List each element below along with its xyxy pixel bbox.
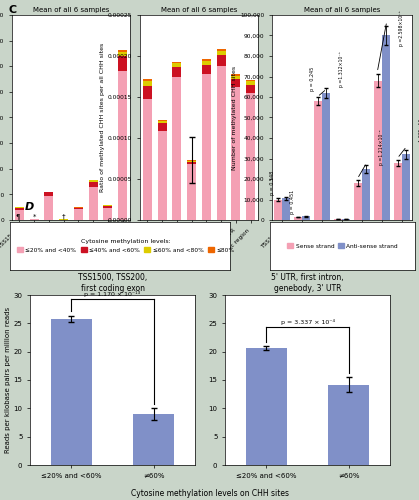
Bar [133, 414, 174, 465]
Bar [246, 348, 287, 465]
Text: p = 3.337 × 10⁻⁴: p = 3.337 × 10⁻⁴ [280, 319, 334, 325]
Bar [118, 56, 127, 72]
Bar [302, 216, 310, 220]
Bar [89, 186, 98, 220]
Bar [74, 208, 83, 209]
Legend: ≤20% and <40%, ≤40% and <60%, ≤60% and <80%, ≤80%: ≤20% and <40%, ≤40% and <60%, ≤60% and <… [15, 238, 236, 254]
Bar [217, 66, 225, 220]
Bar [246, 80, 255, 82]
Bar [44, 192, 53, 196]
Bar [51, 319, 92, 465]
Bar [158, 121, 166, 123]
Bar [15, 208, 24, 210]
Bar [328, 384, 370, 465]
Text: C: C [8, 5, 16, 15]
Title: Mean of all 6 samples: Mean of all 6 samples [33, 7, 109, 13]
Text: p =2.598×10⁻³: p =2.598×10⁻³ [399, 10, 404, 46]
Bar [44, 196, 53, 220]
Bar [187, 160, 196, 161]
Title: Mean of all 6 samples: Mean of all 6 samples [304, 7, 380, 13]
Y-axis label: Ratio of methylated CHH sites per all CHH sites: Ratio of methylated CHH sites per all CH… [100, 43, 105, 192]
Bar [158, 123, 166, 132]
Title: TSS1500, TSS200,
first coding exon: TSS1500, TSS200, first coding exon [78, 274, 147, 293]
Bar [15, 210, 24, 220]
Bar [354, 183, 362, 220]
Text: †: † [62, 214, 65, 220]
Text: ¶: ¶ [16, 214, 20, 220]
Y-axis label: Number of methylated CHH sites: Number of methylated CHH sites [232, 66, 237, 170]
Bar [402, 154, 410, 220]
Bar [187, 162, 196, 164]
Bar [217, 48, 225, 51]
Bar [217, 55, 225, 66]
Y-axis label: Reads per kilobase pairs per million reads: Reads per kilobase pairs per million rea… [5, 307, 10, 453]
Bar [231, 87, 241, 220]
Bar [103, 208, 112, 220]
Bar [342, 219, 349, 220]
Bar [334, 219, 342, 220]
Bar [103, 206, 112, 208]
Bar [173, 66, 181, 76]
Bar [282, 198, 290, 220]
Bar [118, 50, 127, 52]
Legend: Sense strand, Anti-sense strand: Sense strand, Anti-sense strand [285, 241, 400, 251]
Text: Cytosine methylation levels on CHH sites: Cytosine methylation levels on CHH sites [130, 488, 289, 498]
Bar [231, 76, 241, 79]
Bar [382, 36, 390, 220]
Bar [158, 120, 166, 121]
Title: 5' UTR, first intron,
genebody, 3' UTR: 5' UTR, first intron, genebody, 3' UTR [271, 274, 344, 293]
Bar [246, 84, 255, 93]
Bar [231, 79, 241, 87]
Text: p = 0.451: p = 0.451 [290, 190, 295, 214]
Bar [202, 65, 211, 74]
Bar [314, 101, 322, 220]
Bar [118, 52, 127, 56]
Text: p = 0.548: p = 0.548 [269, 171, 274, 196]
Text: p = 0.245: p = 0.245 [310, 66, 315, 91]
Bar [89, 182, 98, 186]
Bar [202, 60, 211, 61]
Bar [74, 209, 83, 220]
Bar [362, 169, 370, 220]
Bar [202, 74, 211, 220]
Bar [158, 132, 166, 220]
Bar [394, 162, 402, 220]
Bar [295, 217, 302, 220]
Bar [246, 82, 255, 84]
Bar [187, 164, 196, 220]
Bar [375, 80, 382, 220]
Bar [143, 98, 152, 220]
Bar [89, 180, 98, 182]
Bar [187, 161, 196, 162]
Bar [173, 62, 181, 64]
Text: p =1.214×10⁻²: p =1.214×10⁻² [379, 129, 384, 164]
Bar [274, 200, 282, 220]
Bar [231, 74, 241, 76]
Bar [322, 93, 330, 220]
Bar [30, 219, 39, 220]
Bar [118, 72, 127, 220]
Bar [143, 82, 152, 86]
Bar [143, 86, 152, 98]
Bar [173, 64, 181, 66]
Text: D: D [25, 202, 34, 212]
Bar [143, 79, 152, 82]
Bar [202, 61, 211, 65]
Text: *: * [32, 214, 36, 220]
Title: Mean of all 6 samples: Mean of all 6 samples [161, 7, 237, 13]
Bar [217, 51, 225, 55]
Bar [173, 76, 181, 220]
Text: p = 1.170 × 10⁻¹³: p = 1.170 × 10⁻¹³ [85, 292, 140, 298]
Bar [246, 93, 255, 220]
Text: p =1.312×10⁻³: p =1.312×10⁻³ [339, 51, 344, 87]
